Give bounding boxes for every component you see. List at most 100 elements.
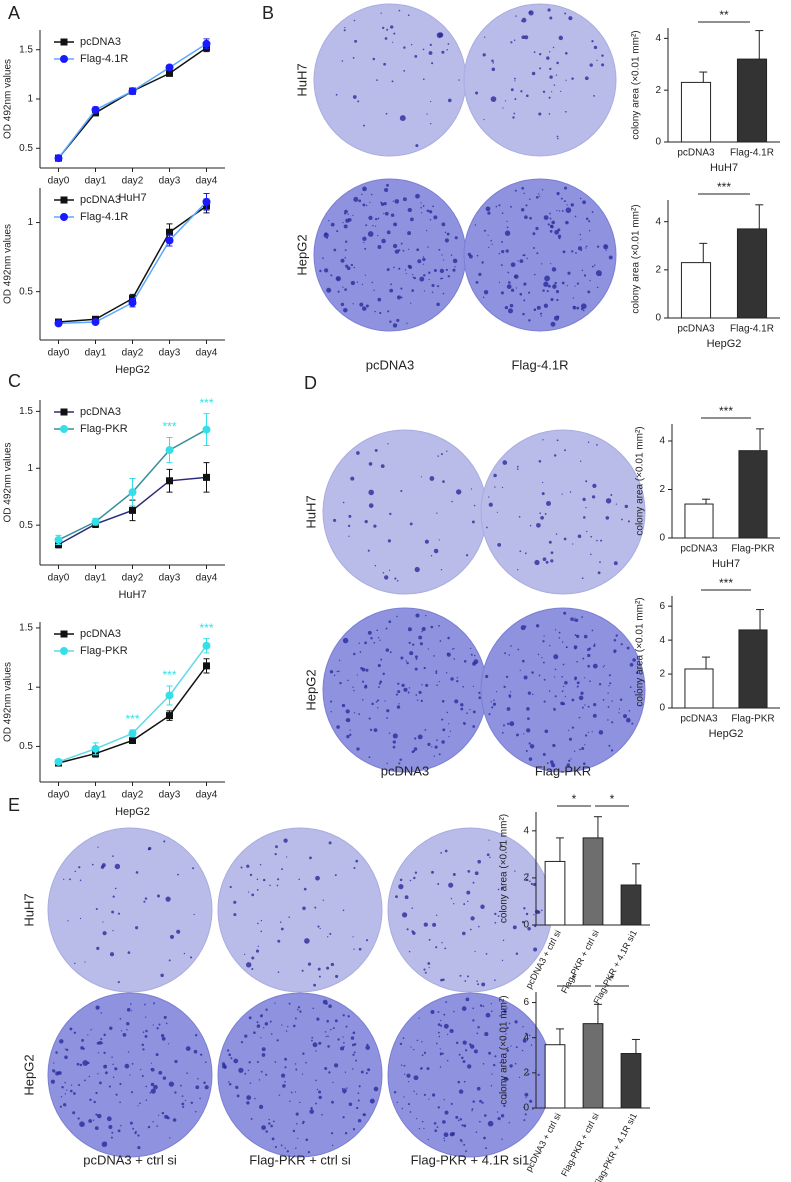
colony-dot (256, 1021, 259, 1024)
colony-dot (345, 218, 350, 223)
colony-dot (197, 1078, 199, 1080)
colony-dot (341, 1087, 344, 1090)
colony-dot (562, 250, 566, 254)
colony-dot (604, 244, 607, 247)
colony-dot (352, 56, 355, 59)
colony-dot (569, 491, 572, 493)
colony-dot (521, 17, 527, 23)
colony-dot (441, 718, 444, 721)
colony-dot (583, 762, 586, 765)
colony-dot (333, 518, 337, 522)
colony-dot (536, 522, 541, 528)
colony-dot (415, 144, 419, 148)
culture-dish (47, 827, 213, 993)
colony-dot (518, 515, 521, 518)
colony-dot (493, 699, 495, 701)
colony-dot (535, 624, 540, 628)
colony-dot (251, 967, 254, 971)
colony-dot (105, 1141, 107, 1144)
significance-label: * (572, 792, 577, 806)
colony-dot (437, 1106, 440, 1109)
column-label: Flag-PKR + 4.1R si1 (411, 1152, 530, 1167)
colony-dot (529, 880, 531, 883)
colony-dot (422, 256, 425, 258)
colony-dot (350, 263, 354, 267)
y-tick-label: 1.5 (19, 406, 33, 417)
colony-dot (352, 1068, 354, 1070)
colony-dot (372, 57, 376, 61)
colony-dot (367, 231, 374, 237)
colony-dot (598, 683, 602, 686)
significance-label: *** (719, 404, 733, 418)
row-label: HuH7 (21, 893, 36, 926)
colony-dot (374, 448, 378, 452)
colony-dot (471, 1110, 473, 1112)
marker (91, 318, 100, 327)
colony-dot (342, 1036, 344, 1038)
bar (736, 228, 768, 319)
colony-dot (335, 93, 338, 96)
colony-dot (401, 683, 405, 688)
colony-dot (476, 1086, 481, 1091)
colony-dot (60, 1096, 63, 1098)
colony-dot (542, 289, 545, 292)
colony-dot (525, 1097, 527, 1099)
colony-dot (420, 1066, 423, 1070)
colony-dot (142, 1048, 145, 1051)
colony-dot (574, 215, 577, 218)
colony-dot (353, 689, 355, 692)
colony-dot (249, 873, 253, 877)
colony-dot (379, 680, 383, 684)
colony-dot (333, 1063, 339, 1068)
colony-dot (443, 1099, 445, 1101)
legend-marker (60, 38, 68, 46)
colony-dot (363, 124, 365, 127)
colony-dot (380, 464, 385, 468)
significance-label: *** (199, 396, 213, 410)
colony-dot (413, 749, 416, 753)
colony-dot (487, 234, 489, 236)
colony-dot (343, 1041, 345, 1044)
column-label: Flag-PKR (535, 763, 591, 778)
marker (129, 506, 136, 514)
colony-dot (459, 1138, 463, 1142)
colony-dot (309, 856, 312, 860)
colony-dot (80, 1046, 84, 1050)
colony-dot (546, 290, 549, 293)
colony-dot (576, 681, 580, 685)
colony-dot (444, 947, 447, 950)
legend-marker (60, 408, 68, 416)
colony-dot (428, 210, 433, 214)
x-tick-label: Flag-PKR + ctrl si (559, 1111, 601, 1178)
colony-dot (256, 889, 259, 891)
x-tick-label: Flag-4.1R (730, 324, 774, 335)
x-axis-label: HepG2 (709, 728, 744, 740)
colony-dot (352, 686, 354, 688)
colony-dot (494, 979, 496, 981)
marker (203, 662, 210, 670)
colony-dot (523, 282, 527, 286)
colony-dot (328, 1071, 331, 1074)
colony-dot (593, 643, 596, 646)
colony-dot (583, 634, 588, 639)
colony-dot (564, 12, 567, 15)
colony-dot (132, 1127, 135, 1130)
significance-label: *** (162, 668, 176, 682)
legend-marker (60, 425, 68, 433)
colony-dot (446, 48, 448, 51)
colony-dot (384, 211, 389, 216)
culture-dish (480, 607, 646, 773)
colony-dot (112, 1063, 114, 1066)
colony-dot (288, 916, 290, 918)
colony-dot (145, 1085, 148, 1088)
colony-dot (126, 1022, 130, 1026)
colony-dot (512, 116, 515, 119)
bar (620, 884, 642, 926)
colony-dot (386, 28, 389, 31)
colony-dot (550, 263, 552, 265)
y-tick-label: 0.5 (19, 143, 33, 154)
colony-dot (531, 671, 534, 674)
colony-dot (373, 728, 378, 732)
colony-dot (269, 1020, 272, 1023)
colony-dot (533, 913, 535, 916)
